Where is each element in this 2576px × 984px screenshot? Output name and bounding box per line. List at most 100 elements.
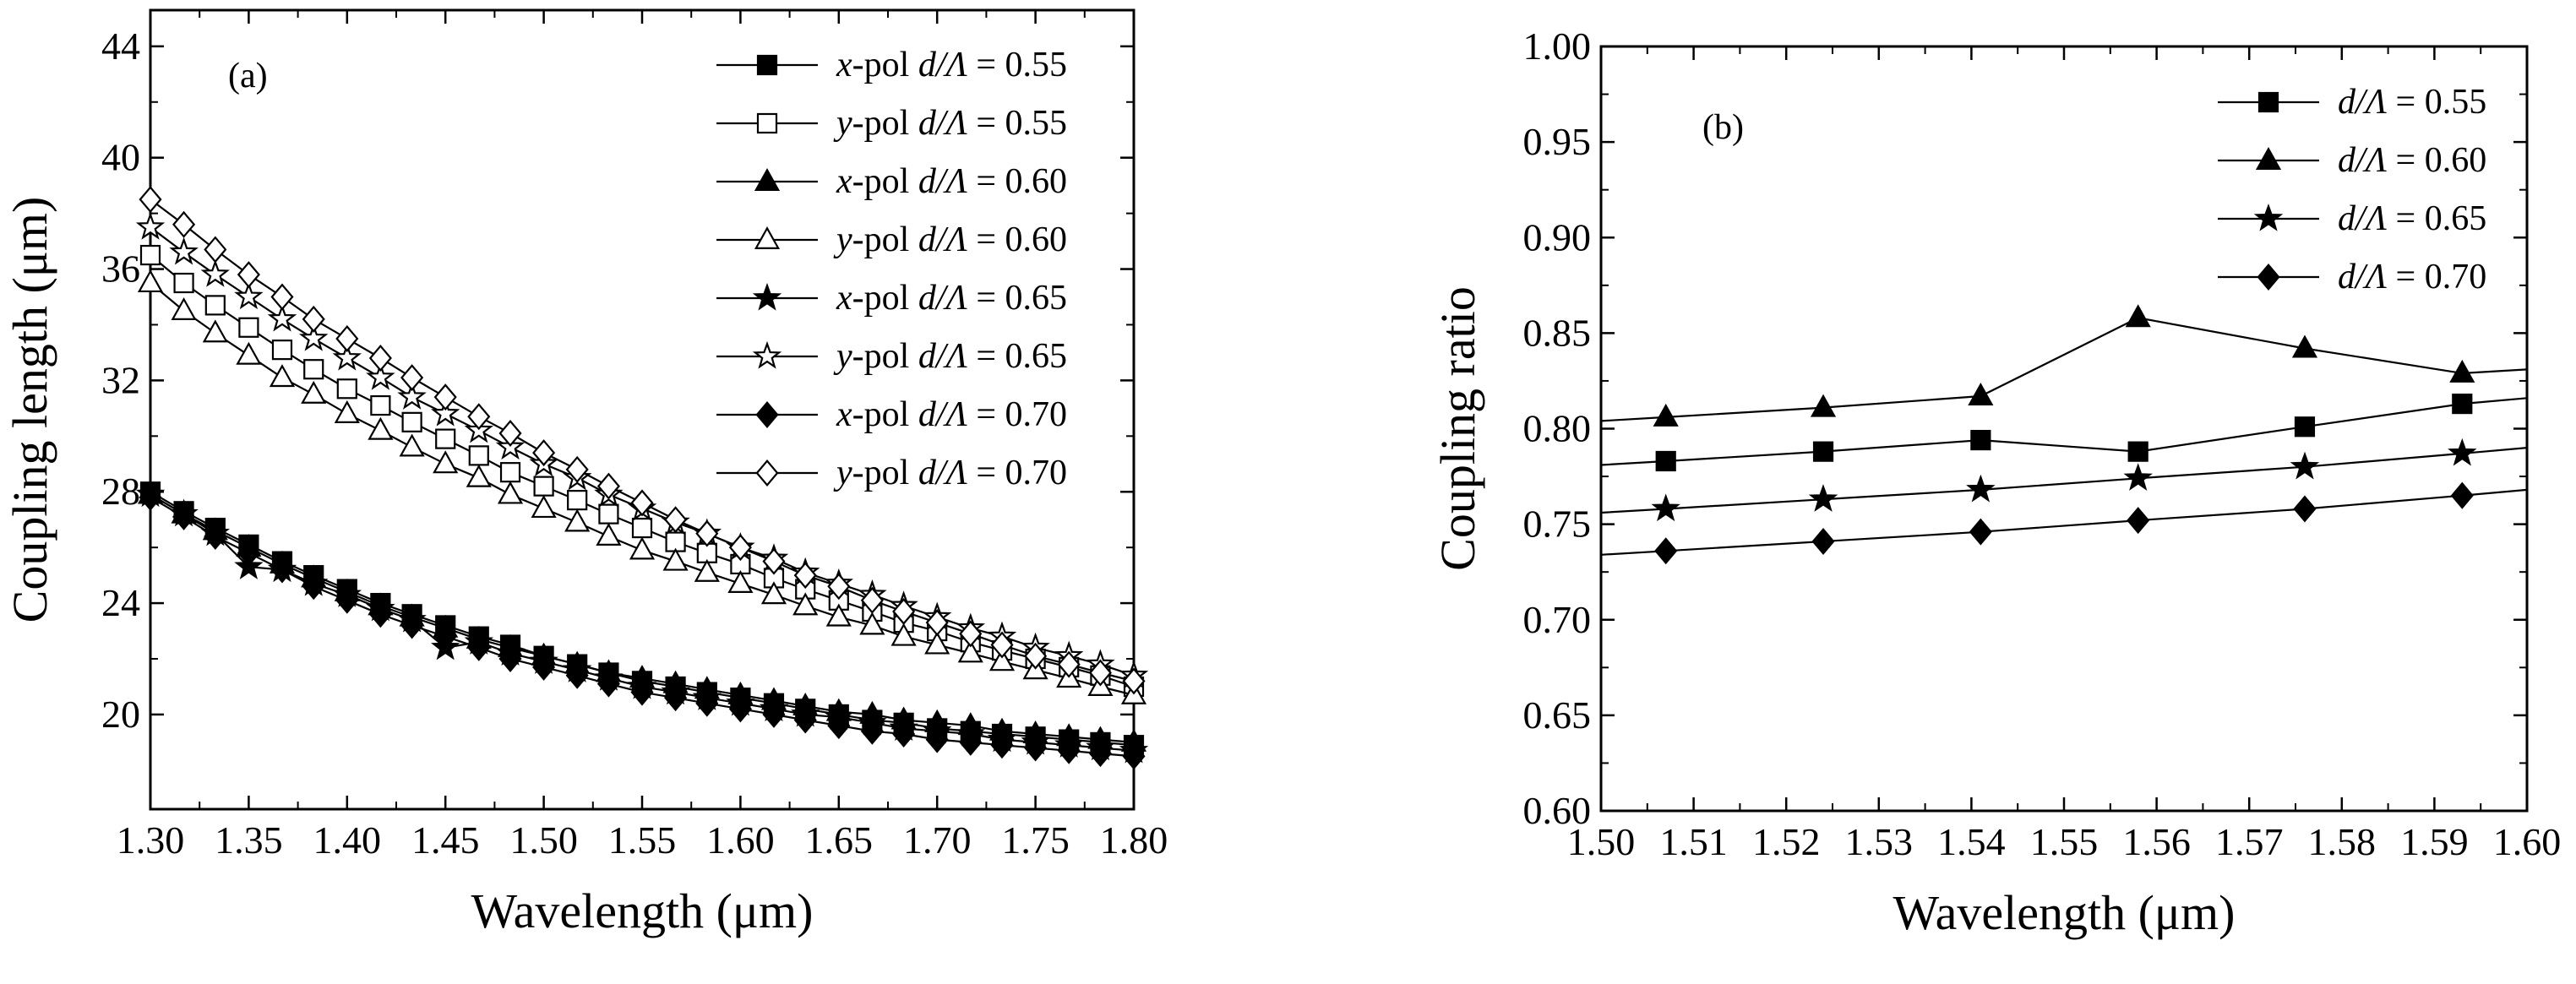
data-point-triangle (531, 495, 557, 519)
data-point-triangle (301, 380, 327, 404)
legend-ratio-symbol: d/Λ (2338, 83, 2388, 122)
legend-marker-star (752, 282, 782, 311)
y-tick-label: 0.80 (1523, 407, 1592, 450)
panel-label: (b) (1702, 108, 1744, 147)
data-point-diamond (1811, 527, 1835, 555)
data-point-star (135, 212, 166, 240)
y-axis-title: Coupling ratio (1430, 286, 1485, 571)
data-point-triangle (137, 269, 164, 293)
data-point-diamond (793, 562, 817, 590)
y-tick-label: 0.85 (1523, 311, 1592, 354)
data-point-diamond (990, 631, 1014, 659)
data-point-diamond (237, 261, 260, 289)
data-point-diamond (2127, 507, 2150, 535)
data-point-triangle (596, 522, 622, 546)
data-point-diamond (400, 364, 424, 392)
legend-entry-label: x-pol d/Λ = 0.55 (836, 46, 1067, 84)
data-point-triangle (859, 612, 885, 635)
x-tick-label: 1.55 (608, 818, 677, 862)
legend-ratio-value: = 0.70 (967, 454, 1067, 492)
x-tick-label: 1.30 (117, 818, 185, 862)
data-point-triangle (694, 558, 720, 582)
data-point-triangle (368, 416, 394, 440)
legend-ratio-symbol: d/Λ (918, 104, 968, 143)
data-point-star (2290, 451, 2320, 480)
data-point-diamond (596, 670, 620, 698)
data-point-triangle (269, 364, 296, 388)
legend: x-pol d/Λ = 0.55y-pol d/Λ = 0.55x-pol d/… (716, 46, 1067, 492)
x-tick-label: 1.51 (1659, 820, 1728, 863)
legend-ratio-value: = 0.70 (2387, 258, 2486, 296)
data-point-diamond (990, 731, 1014, 759)
x-tick-label: 1.60 (2493, 820, 2562, 863)
data-point-diamond (467, 633, 491, 661)
x-tick-label: 1.35 (215, 818, 283, 862)
legend-marker-diamond (755, 459, 779, 487)
legend-entry-label: x-pol d/Λ = 0.65 (836, 279, 1067, 318)
data-point-square (336, 378, 357, 400)
legend-marker-triangle (754, 167, 781, 191)
data-point-diamond (1122, 667, 1146, 695)
legend-pol-suffix: -pol (852, 162, 918, 201)
legend-ratio-value: = 0.60 (2387, 141, 2486, 180)
legend-entry-label: d/Λ = 0.65 (2338, 199, 2486, 238)
data-point-diamond (793, 706, 817, 734)
data-point-diamond (860, 586, 884, 614)
y-tick-label: 24 (101, 581, 140, 624)
legend-ratio-symbol: d/Λ (918, 162, 968, 201)
panel-b-coupling-ratio-chart: 1.50 1.51 1.52 1.53 1.54 1.55 1.56 1.57 1.58 1.59… (1430, 24, 2561, 940)
data-point-square (139, 244, 161, 266)
data-point-star (1808, 484, 1838, 512)
data-point-diamond (892, 720, 916, 748)
legend-marker-star (752, 340, 782, 369)
data-point-diamond (827, 712, 851, 740)
data-point-triangle (924, 631, 950, 655)
legend-entry-label: y-pol d/Λ = 0.65 (833, 337, 1067, 376)
data-point-triangle (433, 450, 459, 474)
data-point-diamond (630, 489, 654, 517)
legend-ratio-symbol: d/Λ (2338, 258, 2388, 296)
x-tick-label: 1.50 (509, 818, 578, 862)
legend-pol-letter: y (833, 454, 852, 492)
data-point-triangle (236, 341, 262, 365)
data-point-square (631, 517, 653, 539)
legend-pol-letter: x (836, 279, 852, 318)
legend-marker-square (756, 54, 778, 76)
legend-marker-square (756, 112, 778, 134)
legend-entry-label: d/Λ = 0.70 (2338, 258, 2486, 296)
legend-marker-diamond (755, 400, 779, 429)
legend-entry-label: x-pol d/Λ = 0.60 (836, 162, 1067, 201)
data-point-star (267, 303, 297, 332)
legend-marker-diamond (2257, 263, 2280, 291)
data-point-triangle (2291, 334, 2318, 358)
x-tick-label: 1.75 (1001, 818, 1070, 862)
data-point-square (1812, 441, 1834, 462)
data-point-diamond (172, 210, 196, 238)
legend-pol-letter: y (833, 104, 852, 143)
data-point-diamond (695, 689, 719, 717)
legend-pol-letter: x (836, 46, 852, 84)
data-point-diamond (368, 345, 392, 372)
data-point-diamond (204, 522, 227, 550)
data-point-square (468, 445, 489, 466)
legend-pol-suffix: -pol (852, 395, 918, 434)
data-point-triangle (399, 433, 425, 457)
x-tick-label: 1.52 (1752, 820, 1821, 863)
data-point-star (234, 281, 264, 310)
data-point-star (397, 382, 427, 410)
data-point-square (499, 462, 521, 483)
series-0.60 (1600, 304, 2528, 427)
series-y-pol-0.70 (139, 186, 1146, 695)
data-point-diamond (630, 678, 654, 706)
legend-ratio-symbol: d/Λ (918, 220, 968, 259)
data-point-square (567, 490, 588, 511)
legend-entry-label: d/Λ = 0.55 (2338, 83, 2486, 122)
x-tick-label: 1.40 (313, 818, 382, 862)
data-point-diamond (565, 455, 589, 483)
y-tick-label: 0.70 (1523, 598, 1592, 641)
data-point-diamond (1088, 740, 1112, 768)
legend-ratio-value: = 0.65 (967, 279, 1067, 318)
data-point-diamond (2293, 495, 2317, 523)
x-tick-label: 1.80 (1100, 818, 1168, 862)
